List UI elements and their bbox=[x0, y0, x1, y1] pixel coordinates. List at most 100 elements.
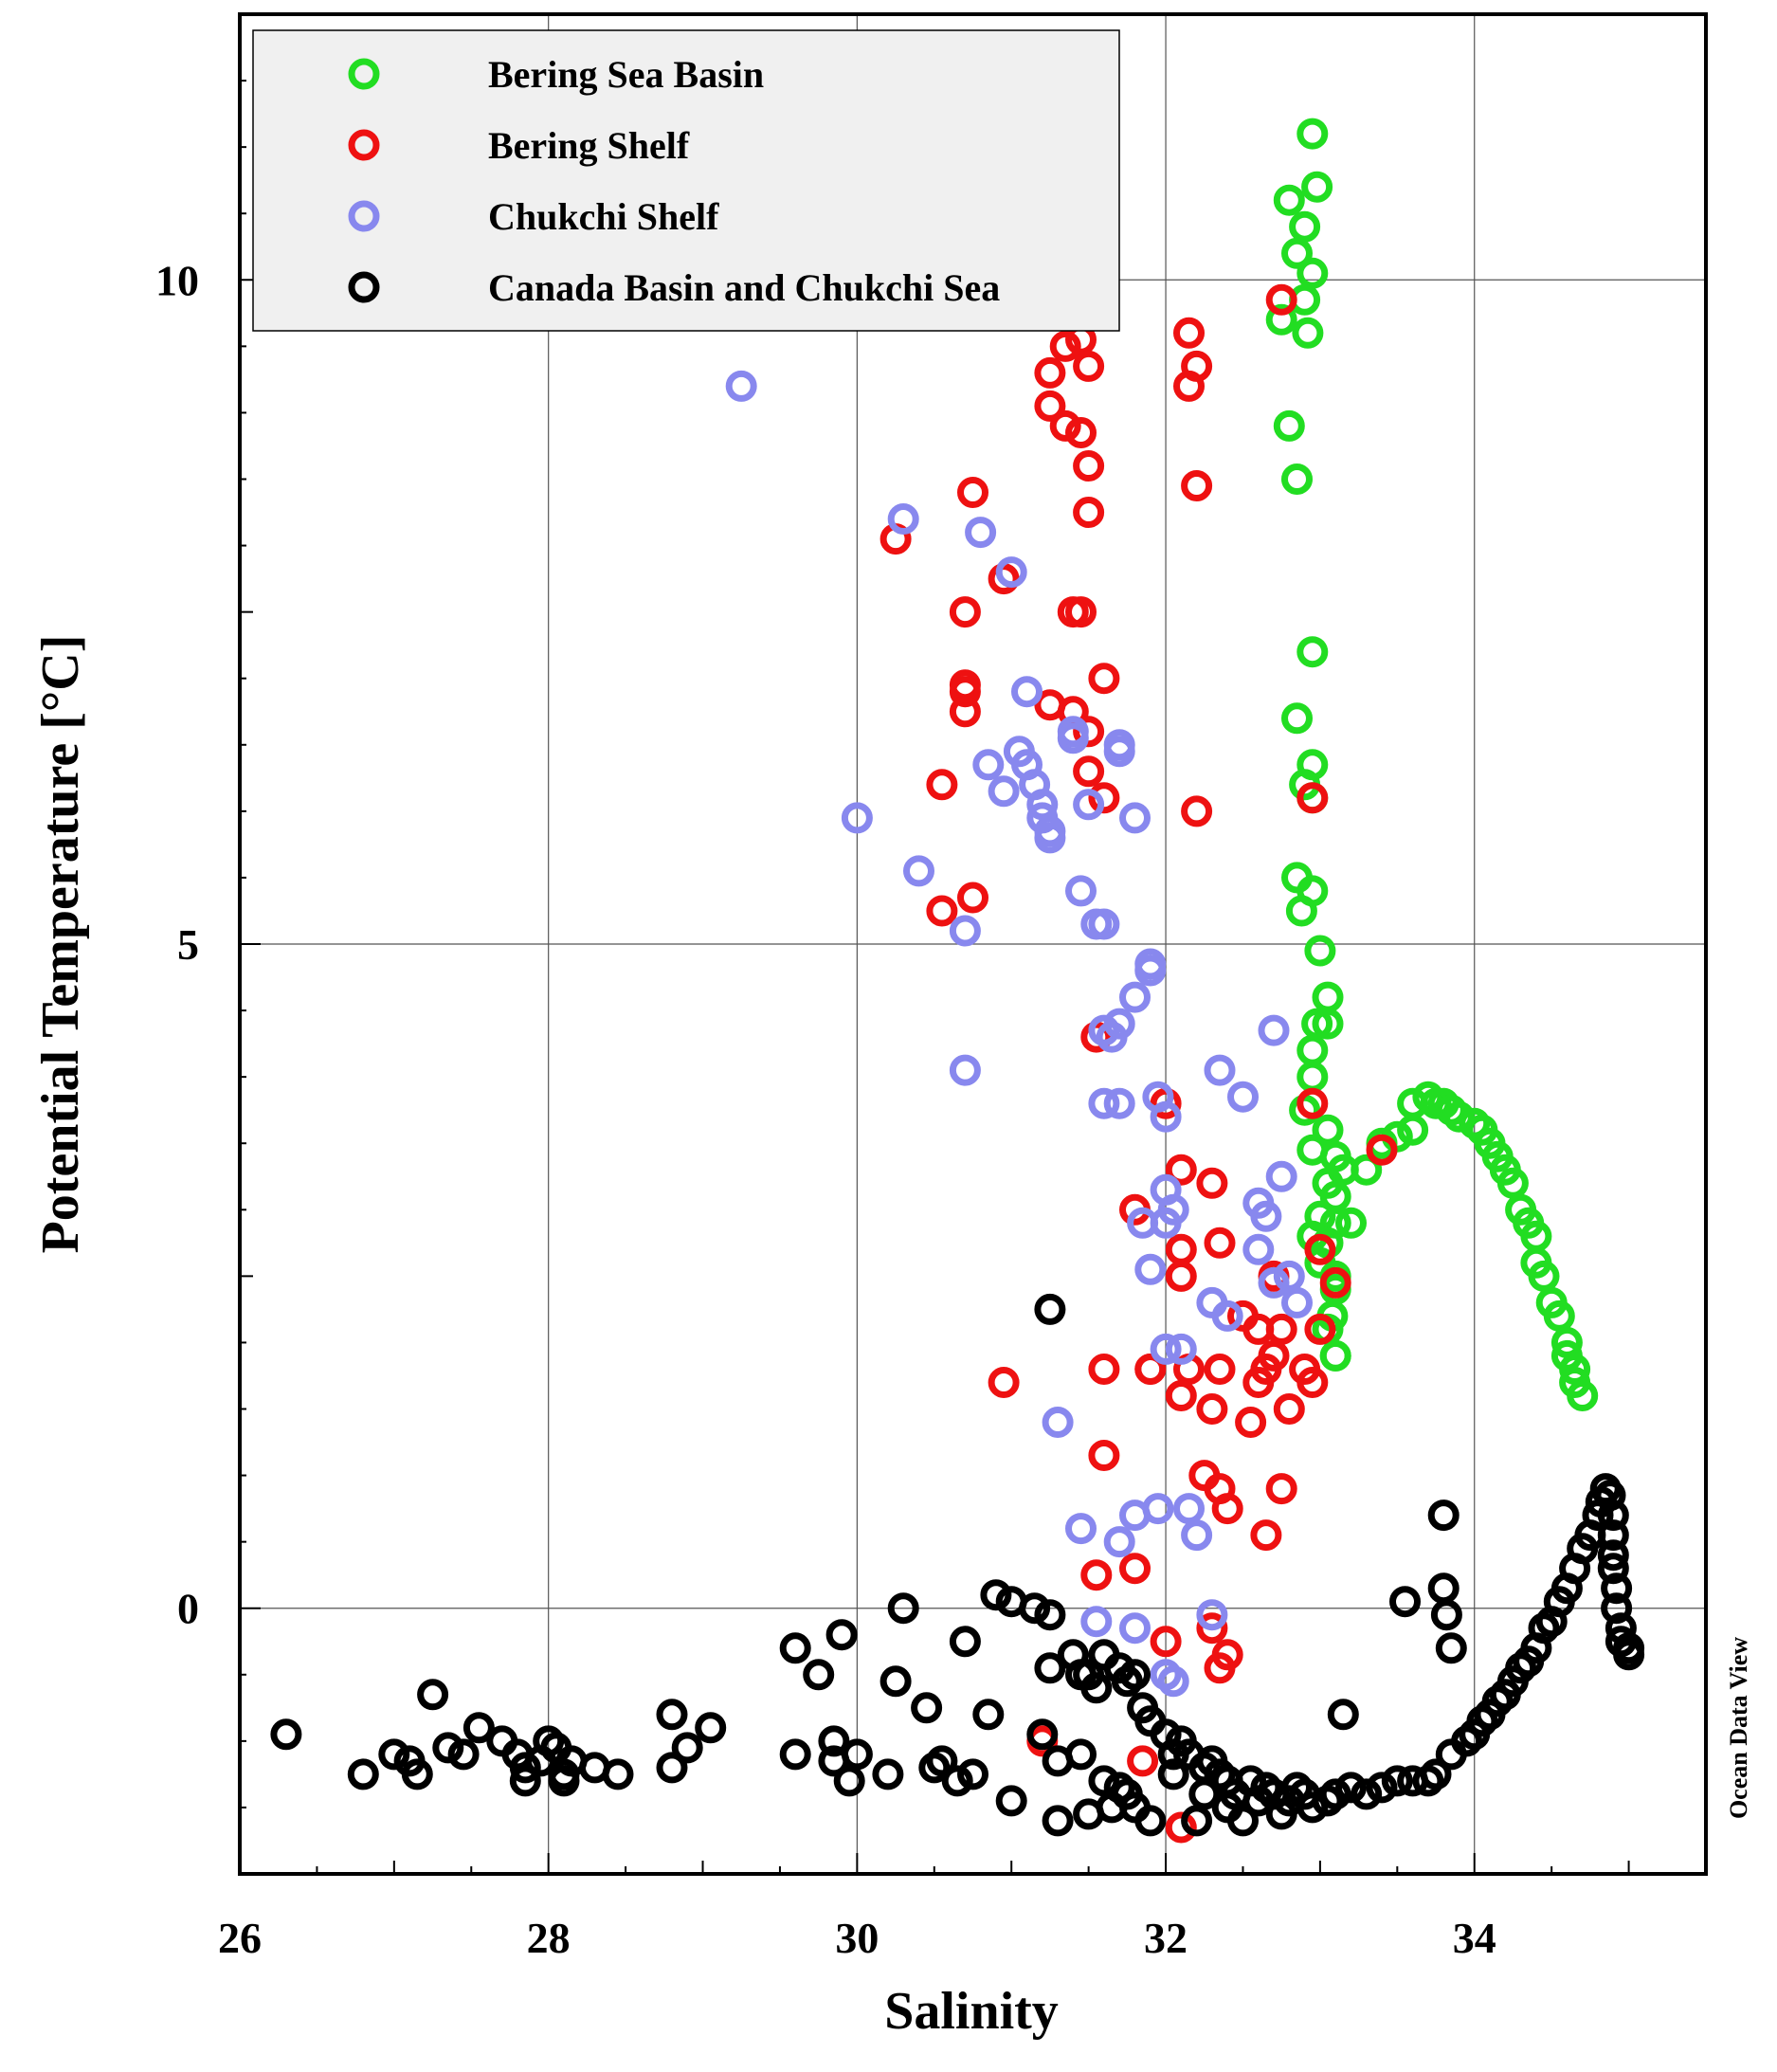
data-point bbox=[1550, 1326, 1583, 1358]
data-point bbox=[1420, 1758, 1452, 1790]
data-point bbox=[972, 1699, 1005, 1731]
data-point bbox=[1204, 1054, 1236, 1086]
data-point bbox=[911, 1692, 943, 1724]
data-point bbox=[965, 517, 997, 549]
data-point bbox=[1134, 954, 1167, 987]
data-point bbox=[1281, 702, 1313, 735]
data-point bbox=[995, 1785, 1027, 1817]
data-point bbox=[1289, 210, 1321, 243]
data-point bbox=[1073, 716, 1105, 748]
data-point bbox=[1073, 755, 1105, 788]
data-point bbox=[447, 1738, 480, 1771]
data-point bbox=[1597, 1539, 1629, 1572]
data-point bbox=[1296, 1367, 1329, 1398]
legend-marker-bering-shelf bbox=[348, 129, 380, 161]
data-point bbox=[1528, 1260, 1560, 1292]
data-point bbox=[378, 1738, 410, 1771]
data-point bbox=[949, 915, 981, 947]
data-point bbox=[1034, 1652, 1066, 1684]
data-point bbox=[949, 696, 981, 728]
data-point bbox=[1034, 356, 1066, 389]
data-point bbox=[1011, 676, 1043, 708]
data-point bbox=[1211, 1639, 1243, 1671]
data-point bbox=[1281, 1286, 1313, 1318]
axis-ticks: 26 28 30 32 34 0 5 10 bbox=[155, 13, 1707, 1962]
data-point bbox=[462, 1712, 495, 1744]
data-point bbox=[1127, 1745, 1159, 1777]
data-point bbox=[1134, 1253, 1167, 1285]
x-tick-label: 28 bbox=[527, 1914, 571, 1962]
data-point bbox=[1119, 981, 1151, 1013]
data-point bbox=[1088, 1354, 1120, 1385]
data-point bbox=[1088, 1087, 1120, 1119]
data-point bbox=[1188, 1778, 1221, 1810]
data-point bbox=[1601, 1572, 1633, 1605]
data-point bbox=[1327, 1699, 1359, 1731]
data-point bbox=[779, 1738, 811, 1771]
data-point bbox=[1088, 1440, 1120, 1471]
legend-label-canada-basin: Canada Basin and Chukchi Sea bbox=[488, 266, 1000, 309]
data-point bbox=[988, 775, 1020, 808]
data-point bbox=[1312, 1114, 1344, 1146]
y-axis-title: Potential Temperature [°C] bbox=[31, 635, 90, 1254]
data-point bbox=[1265, 1313, 1297, 1345]
data-point bbox=[1304, 1313, 1336, 1345]
series-3 bbox=[270, 1293, 1645, 1837]
data-point bbox=[1258, 1266, 1290, 1299]
data-point bbox=[1594, 1480, 1626, 1512]
data-point bbox=[656, 1752, 688, 1784]
data-point bbox=[957, 1758, 988, 1790]
data-point bbox=[803, 1659, 835, 1691]
data-point bbox=[1080, 1606, 1113, 1638]
data-point bbox=[1273, 409, 1305, 442]
data-point bbox=[818, 1725, 850, 1757]
data-point bbox=[1351, 1778, 1383, 1810]
data-point bbox=[602, 1758, 634, 1790]
data-point bbox=[1150, 1333, 1182, 1365]
data-point bbox=[1073, 350, 1105, 382]
data-point bbox=[1026, 789, 1059, 821]
data-point bbox=[1601, 1592, 1633, 1625]
data-point bbox=[1049, 409, 1081, 442]
data-point bbox=[1103, 736, 1135, 768]
data-point bbox=[1250, 1200, 1282, 1232]
data-point bbox=[1042, 1407, 1074, 1438]
legend: Bering Sea Basin Bering Shelf Chukchi Sh… bbox=[252, 29, 1120, 332]
data-point bbox=[872, 1758, 904, 1790]
data-point bbox=[941, 1765, 973, 1797]
data-point bbox=[1351, 1154, 1383, 1186]
data-point bbox=[1119, 802, 1151, 834]
data-point bbox=[1427, 1499, 1460, 1532]
data-point bbox=[1073, 497, 1105, 528]
data-point bbox=[1181, 470, 1213, 501]
data-point bbox=[1296, 636, 1329, 668]
data-point bbox=[1157, 1665, 1189, 1698]
data-point bbox=[1049, 330, 1081, 362]
legend-label-bering-shelf: Bering Shelf bbox=[488, 124, 690, 167]
data-point bbox=[1312, 981, 1344, 1013]
data-point bbox=[1065, 1738, 1097, 1771]
data-point bbox=[432, 1732, 464, 1764]
data-point bbox=[1142, 1493, 1174, 1525]
data-point bbox=[1296, 1034, 1329, 1066]
x-tick-label: 34 bbox=[1453, 1914, 1496, 1962]
data-point bbox=[695, 1712, 727, 1744]
data-point bbox=[1196, 1393, 1228, 1425]
data-point bbox=[1273, 1260, 1305, 1292]
data-point bbox=[1165, 1811, 1197, 1844]
data-point bbox=[1165, 1233, 1197, 1265]
data-point bbox=[1080, 1559, 1113, 1591]
data-point bbox=[1389, 1586, 1421, 1618]
data-point bbox=[1335, 1207, 1367, 1239]
data-point bbox=[1065, 417, 1097, 448]
data-point bbox=[1065, 1513, 1097, 1545]
data-point bbox=[417, 1679, 449, 1711]
data-point bbox=[1258, 1014, 1290, 1046]
data-point bbox=[1026, 1718, 1059, 1751]
data-point bbox=[1443, 1100, 1475, 1133]
legend-marker-canada-basin bbox=[348, 271, 380, 303]
data-point bbox=[1613, 1639, 1645, 1671]
data-point bbox=[879, 1665, 912, 1698]
data-point bbox=[1103, 1526, 1135, 1558]
data-point bbox=[401, 1758, 433, 1790]
